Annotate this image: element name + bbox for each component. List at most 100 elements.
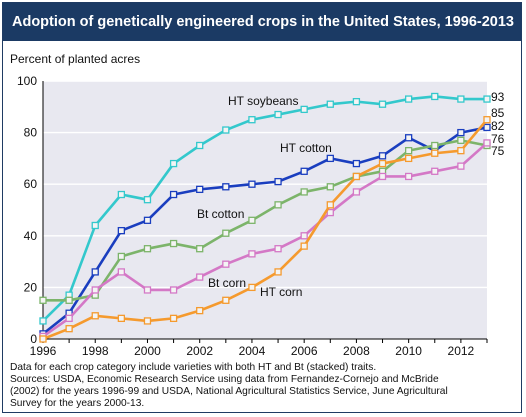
point-ht-soybeans-2011	[431, 92, 439, 101]
point-ht-soybeans-1999	[117, 190, 126, 199]
point-ht-cotton-2002	[196, 185, 204, 194]
point-bt-corn-2007	[326, 208, 334, 217]
point-ht-soybeans-1998	[91, 221, 99, 230]
point-ht-cotton-2006	[300, 167, 308, 175]
chart-title: Adoption of genetically engineered crops…	[3, 3, 521, 41]
point-ht-corn-1998	[91, 312, 99, 320]
point-bt-corn-2000	[143, 286, 152, 294]
point-ht-corn-2003	[222, 296, 230, 304]
point-ht-corn-2013	[483, 116, 491, 124]
end-value-bt-cotton: 75	[491, 144, 505, 158]
point-ht-cotton-2013	[483, 123, 491, 132]
end-value-ht-cotton: 82	[491, 119, 505, 133]
series-line-bt-cotton	[43, 139, 488, 302]
point-bt-cotton-2006	[300, 188, 308, 196]
y-tick-label-0: 0	[30, 332, 37, 346]
point-bt-cotton-2010	[404, 147, 413, 155]
point-ht-cotton-2009	[378, 152, 387, 160]
x-tick-label-2000: 2000	[134, 344, 161, 358]
y-tick-label-40: 40	[24, 229, 38, 243]
point-bt-corn-2006	[300, 232, 308, 240]
point-ht-soybeans-2012	[457, 95, 465, 103]
point-ht-soybeans-2004	[248, 116, 256, 124]
point-bt-corn-2002	[196, 273, 204, 281]
point-bt-corn-1999	[117, 268, 126, 276]
point-bt-cotton-2004	[248, 216, 256, 224]
point-ht-soybeans-2009	[378, 100, 387, 108]
series-line-bt-corn	[42, 141, 488, 338]
point-ht-corn-2006	[300, 242, 308, 250]
point-ht-soybeans-2010	[404, 95, 413, 103]
series-line-ht-soybeans	[42, 95, 487, 322]
point-ht-corn-2002	[196, 306, 204, 315]
point-ht-soybeans-2001	[169, 159, 178, 168]
point-bt-corn-2005	[274, 245, 282, 253]
point-ht-cotton-2004	[248, 180, 256, 188]
point-ht-corn-2001	[169, 314, 178, 323]
point-bt-corn-2011	[431, 167, 439, 175]
x-tick-label-2012: 2012	[448, 344, 475, 358]
point-ht-corn-1999	[117, 314, 126, 323]
point-bt-corn-1997	[65, 314, 73, 323]
point-ht-soybeans-2006	[300, 105, 308, 114]
y-axis-label: Percent of planted acres	[10, 52, 141, 66]
note-line-2: Sources: USDA, Economic Research Service…	[10, 374, 439, 385]
point-ht-corn-2011	[431, 149, 439, 157]
point-bt-cotton-2000	[143, 245, 152, 253]
series-line-ht-cotton	[42, 126, 488, 335]
point-bt-corn-2003	[222, 260, 230, 268]
point-ht-cotton-2010	[404, 134, 413, 142]
point-ht-cotton-2008	[352, 159, 361, 168]
series-line-ht-corn	[42, 118, 488, 341]
note-line-1: Data for each crop category include vari…	[10, 362, 377, 373]
point-ht-cotton-1998	[91, 268, 99, 276]
point-bt-cotton-2012	[457, 136, 465, 144]
series-label-ht-corn: HT corn	[260, 285, 302, 299]
axes	[42, 81, 488, 343]
point-ht-soybeans-2002	[196, 141, 204, 150]
x-tick-label-2002: 2002	[186, 344, 213, 358]
point-ht-corn-2007	[326, 201, 334, 209]
tick-labels: 1996 1998 2000 2002 2004 2006 2008 2010 2012 0 20 4…	[17, 74, 475, 358]
point-bt-cotton-1999	[117, 252, 126, 261]
point-ht-soybeans-2013	[483, 95, 491, 103]
point-ht-corn-2000	[143, 317, 152, 325]
x-tick-label-2010: 2010	[395, 344, 422, 358]
point-bt-corn-2013	[483, 139, 491, 147]
plot-background	[43, 81, 487, 339]
point-ht-corn-1996	[39, 335, 47, 343]
point-bt-cotton-1996	[39, 296, 47, 304]
chart-notes: Data for each crop category include vari…	[10, 362, 515, 410]
series-group	[39, 92, 491, 343]
end-value-ht-corn: 85	[491, 106, 505, 120]
note-line-3: (2002) for the years 1996-99 and USDA, N…	[10, 386, 448, 397]
point-bt-corn-2009	[378, 172, 387, 181]
point-bt-corn-2010	[404, 172, 413, 181]
x-tick-label-1996: 1996	[30, 344, 57, 358]
point-ht-cotton-2001	[169, 190, 178, 199]
point-bt-cotton-1997	[65, 296, 73, 304]
point-ht-cotton-2003	[222, 183, 230, 191]
x-tick-label-2004: 2004	[239, 344, 266, 358]
point-ht-soybeans-2008	[352, 97, 361, 106]
point-bt-corn-2001	[169, 286, 178, 294]
end-value-bt-corn: 76	[491, 132, 505, 146]
point-ht-corn-2004	[248, 283, 256, 292]
point-ht-soybeans-2000	[143, 196, 152, 204]
point-bt-corn-2004	[248, 250, 256, 258]
point-bt-cotton-2001	[169, 239, 178, 248]
series-label-bt-cotton: Bt cotton	[197, 207, 244, 221]
point-ht-cotton-1999	[117, 226, 126, 235]
point-ht-corn-2008	[352, 172, 361, 181]
series-label-bt-corn: Bt corn	[208, 276, 246, 290]
point-ht-soybeans-2003	[222, 126, 230, 134]
x-tick-label-2006: 2006	[291, 344, 318, 358]
point-bt-cotton-2005	[274, 201, 282, 209]
point-bt-corn-2008	[352, 188, 361, 196]
x-tick-label-1998: 1998	[82, 344, 109, 358]
end-value-ht-soybeans: 93	[491, 90, 505, 104]
y-tick-label-80: 80	[24, 126, 38, 140]
note-line-4: Survey for the years 2000-13.	[10, 398, 145, 409]
series-label-ht-soybeans: HT soybeans	[228, 94, 298, 108]
